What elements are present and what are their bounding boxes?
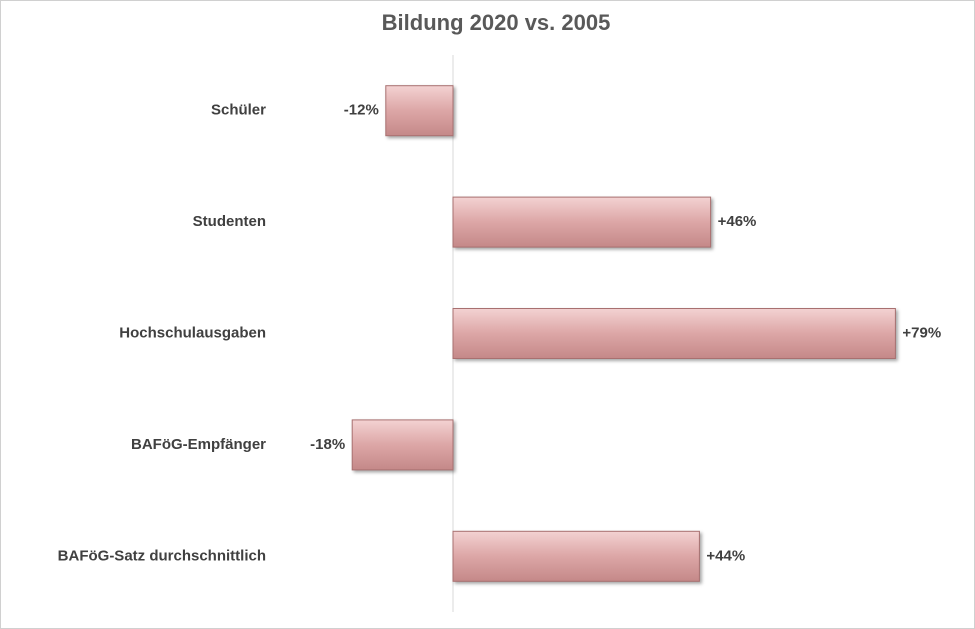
category-label: Schüler [211,102,266,119]
value-label: -18% [310,436,345,453]
bar [452,530,700,582]
category-label: BAFöG-Empfänger [131,436,266,453]
value-label: +79% [902,324,941,341]
bar [452,196,712,248]
chart-title: Bildung 2020 vs. 2005 [382,10,611,35]
value-label: -12% [344,102,379,119]
value-label: +46% [718,213,757,230]
category-label: Hochschulausgaben [119,324,266,341]
bar [452,308,896,359]
category-label: Studenten [193,213,266,230]
value-label: +44% [706,547,745,564]
bar [351,419,454,471]
category-label: BAFöG-Satz durchschnittlich [58,547,266,564]
bar [385,85,454,137]
